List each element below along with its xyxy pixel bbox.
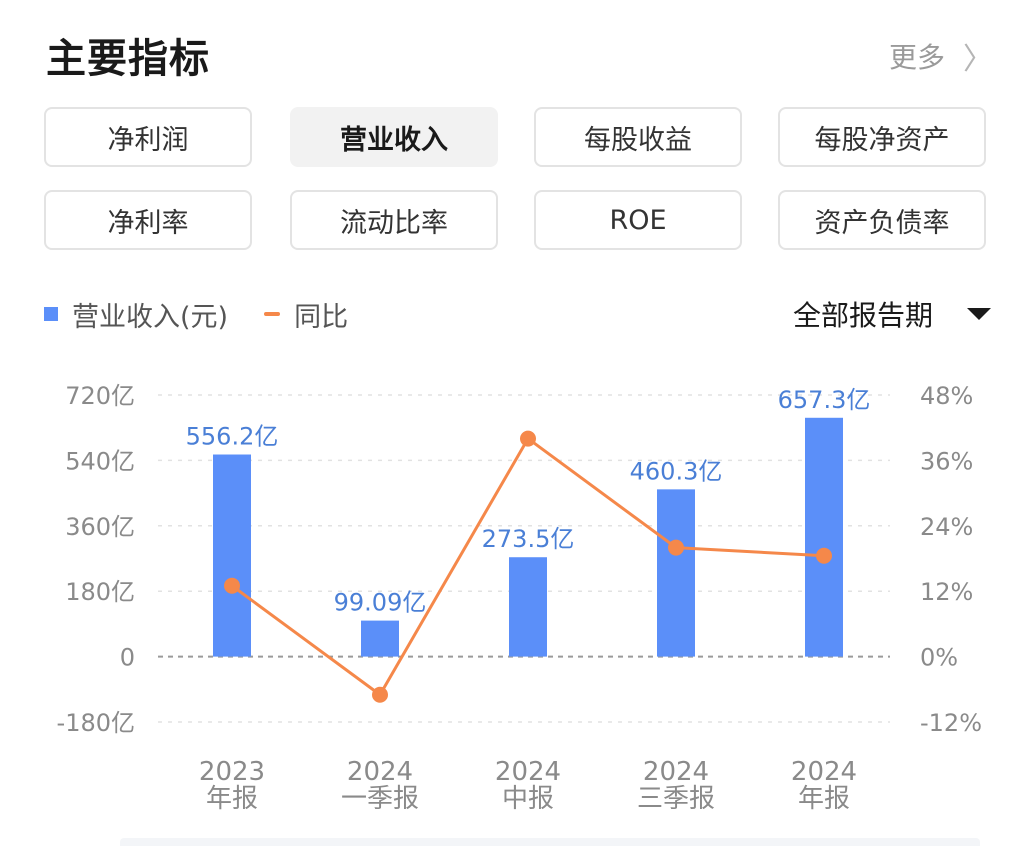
bar-value-label: 460.3亿 [630, 457, 723, 485]
caret-down-icon [967, 308, 991, 320]
x-tick-label-year: 2024 [791, 757, 857, 787]
yoy-point [520, 430, 536, 447]
tab-current-ratio[interactable]: 流动比率 [290, 190, 498, 250]
y-right-tick-label: 0% [920, 644, 958, 672]
y-left-tick-label: 720亿 [65, 382, 135, 410]
y-left-tick-label: 0 [120, 644, 135, 672]
y-left-tick-label: 540亿 [65, 447, 135, 475]
revenue-chart: 720亿 540亿 360亿 180亿 0 -180亿 48% 36% 24% 12% 0% -12%… [57, 382, 982, 814]
section-title: 主要指标 [46, 36, 210, 82]
bar [213, 454, 251, 657]
x-tick-label-period: 一季报 [341, 784, 419, 814]
bar [509, 557, 547, 657]
y-left-tick-label: 180亿 [65, 578, 135, 606]
x-tick-label-year: 2023 [199, 757, 265, 787]
bar-legend-swatch [44, 307, 58, 321]
period-select[interactable]: 全部报告期 [793, 294, 991, 334]
y-right-tick-label: 36% [920, 447, 973, 475]
tab-net-profit[interactable]: 净利润 [44, 107, 252, 167]
x-tick-label-period: 年报 [798, 784, 850, 814]
more-label: 更多 [888, 41, 945, 74]
header: 主要指标 更多 〉 [46, 26, 993, 82]
bar-value-label: 657.3亿 [778, 386, 871, 414]
y-right-tick-label: 48% [920, 382, 973, 410]
tab-eps[interactable]: 每股收益 [534, 107, 742, 167]
x-tick-label-year: 2024 [495, 757, 561, 787]
bar [657, 489, 695, 657]
period-select-value: 全部报告期 [792, 299, 933, 332]
line-legend-label: 同比 [294, 301, 349, 333]
bar-legend-label: 营业收入(元) [72, 301, 229, 333]
chevron-right-icon: 〉 [963, 42, 993, 77]
x-tick-label-period: 年报 [206, 784, 258, 814]
y-left-tick-label: -180亿 [57, 709, 135, 737]
yoy-point [816, 547, 832, 564]
y-right-tick-label: -12% [920, 709, 982, 737]
tab-debt-ratio[interactable]: 资产负债率 [778, 190, 986, 250]
y-left-tick-label: 360亿 [65, 513, 135, 541]
x-tick-label-period: 中报 [502, 784, 554, 814]
x-tick-label-period: 三季报 [637, 784, 715, 814]
x-tick-label-year: 2024 [347, 757, 413, 787]
more-link[interactable]: 更多 〉 [889, 34, 993, 78]
bottom-panel-edge [120, 838, 980, 846]
x-tick-label-year: 2024 [643, 757, 709, 787]
bar [805, 417, 843, 657]
bar-value-label: 99.09亿 [334, 589, 427, 617]
line-legend-swatch [264, 312, 281, 316]
y-right-tick-label: 24% [920, 513, 973, 541]
bar-value-label: 273.5亿 [482, 525, 575, 553]
yoy-point [668, 539, 684, 556]
yoy-point [224, 577, 240, 594]
y-right-tick-label: 12% [920, 578, 973, 606]
chart-legend: 营业收入(元) 同比 [44, 296, 349, 333]
bar-value-label: 556.2亿 [186, 423, 279, 451]
yoy-point [372, 686, 388, 703]
tab-net-margin[interactable]: 净利率 [44, 190, 252, 250]
tab-bvps[interactable]: 每股净资产 [778, 107, 986, 167]
tab-roe[interactable]: ROE [534, 190, 742, 250]
tab-revenue[interactable]: 营业收入 [290, 107, 498, 167]
bar [361, 620, 399, 657]
